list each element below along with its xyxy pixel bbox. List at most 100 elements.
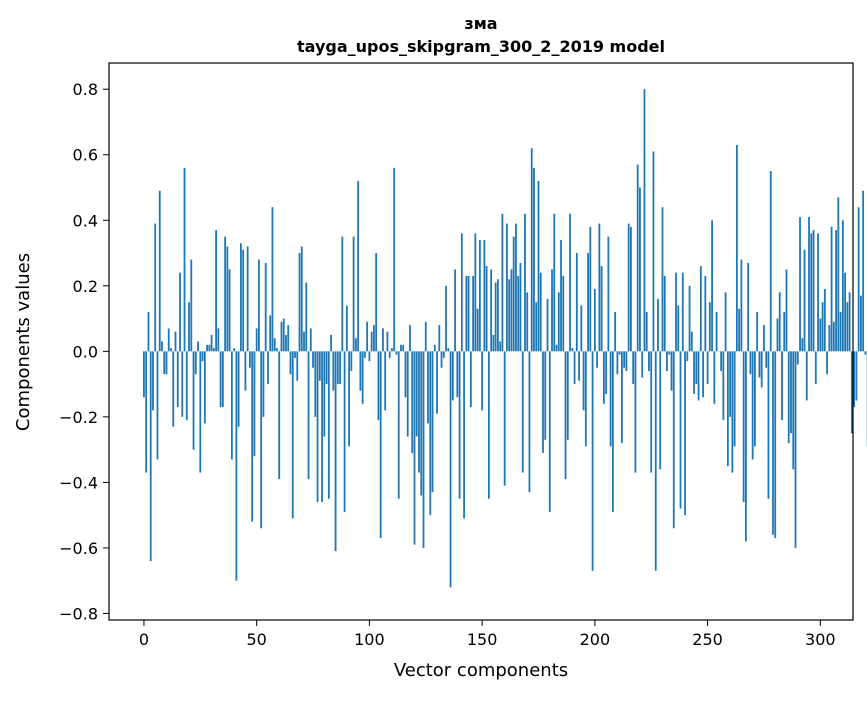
bar-124 [423, 351, 425, 548]
bar-100 [369, 351, 371, 361]
bar-286 [788, 351, 790, 443]
bar-69 [299, 253, 301, 351]
bar-279 [772, 351, 774, 534]
bar-91 [348, 351, 350, 446]
bar-46 [247, 246, 249, 351]
bar-169 [524, 214, 526, 352]
y-tick-label: 0.6 [73, 146, 98, 165]
bar-6 [157, 351, 159, 459]
bar-43 [240, 243, 242, 351]
bar-88 [341, 237, 343, 352]
y-tick-label: 0.2 [73, 277, 98, 296]
bar-23 [195, 351, 197, 374]
bar-120 [414, 351, 416, 544]
bar-38 [229, 269, 231, 351]
bar-308 [837, 197, 839, 351]
x-axis-label: Vector components [394, 660, 568, 681]
bar-11 [168, 328, 170, 351]
bar-153 [488, 351, 490, 498]
bar-144 [468, 276, 470, 351]
bar-222 [644, 89, 646, 351]
bar-179 [547, 299, 549, 351]
bar-51 [258, 260, 260, 352]
bar-78 [319, 351, 321, 380]
bar-160 [504, 351, 506, 485]
bar-208 [612, 351, 614, 512]
bar-317 [858, 207, 860, 351]
bar-94 [355, 338, 357, 351]
bar-290 [797, 351, 799, 364]
bar-259 [727, 351, 729, 466]
bar-288 [792, 351, 794, 469]
bar-103 [375, 253, 377, 351]
bar-28 [206, 345, 208, 352]
bar-84 [332, 351, 334, 390]
bar-162 [508, 279, 510, 351]
bar-18 [184, 168, 186, 351]
y-tick-label: −0.6 [59, 539, 98, 558]
bar-19 [186, 351, 188, 420]
y-axis-label: Components values [13, 253, 34, 431]
x-tick-label: 150 [467, 630, 498, 649]
bar-166 [517, 276, 519, 351]
bar-188 [567, 351, 569, 439]
bar-101 [371, 332, 373, 352]
bar-269 [750, 351, 752, 374]
bar-135 [447, 348, 449, 351]
bar-293 [804, 250, 806, 352]
bar-301 [822, 302, 824, 351]
bar-174 [535, 302, 537, 351]
bar-2 [148, 312, 150, 351]
bar-240 [684, 351, 686, 515]
bar-247 [700, 266, 702, 351]
bar-205 [605, 351, 607, 394]
bar-24 [197, 342, 199, 352]
bar-63 [285, 335, 287, 351]
bar-20 [188, 302, 190, 351]
bar-68 [296, 351, 298, 380]
bar-184 [558, 292, 560, 351]
bar-292 [801, 338, 803, 351]
bar-175 [538, 181, 540, 351]
x-tick-label: 100 [354, 630, 385, 649]
bar-22 [193, 351, 195, 449]
bar-245 [695, 351, 697, 384]
y-tick-label: 0.8 [73, 80, 98, 99]
bar-216 [630, 227, 632, 352]
bar-284 [783, 312, 785, 351]
bar-97 [362, 351, 364, 403]
bar-280 [774, 351, 776, 538]
bar-143 [465, 276, 467, 351]
bar-299 [817, 233, 819, 351]
bar-133 [443, 351, 445, 358]
bar-294 [806, 351, 808, 400]
bar-92 [350, 351, 352, 371]
bar-10 [166, 351, 168, 374]
bar-9 [163, 351, 165, 374]
bar-218 [635, 351, 637, 472]
bar-125 [425, 322, 427, 351]
bar-55 [267, 351, 269, 384]
bar-170 [526, 292, 528, 351]
bar-79 [321, 351, 323, 502]
bar-98 [364, 351, 366, 358]
bar-93 [353, 237, 355, 352]
bar-14 [175, 332, 177, 352]
bar-241 [686, 351, 688, 361]
bar-300 [819, 319, 821, 352]
bar-251 [709, 302, 711, 351]
bar-306 [833, 322, 835, 351]
bar-151 [483, 240, 485, 351]
bar-307 [835, 230, 837, 351]
bar-278 [770, 171, 772, 351]
bar-3 [150, 351, 152, 561]
bar-90 [346, 305, 348, 351]
bar-257 [722, 351, 724, 420]
bar-310 [842, 220, 844, 351]
bar-196 [585, 351, 587, 446]
bar-303 [826, 351, 828, 374]
bar-111 [393, 168, 395, 351]
x-tick-label: 200 [580, 630, 611, 649]
bar-236 [675, 273, 677, 352]
